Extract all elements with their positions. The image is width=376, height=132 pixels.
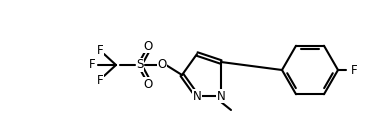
Text: F: F [97, 74, 103, 86]
Text: N: N [193, 89, 202, 103]
Text: N: N [217, 89, 225, 103]
Text: O: O [143, 39, 153, 53]
Text: F: F [351, 63, 358, 77]
Text: S: S [136, 58, 144, 72]
Text: O: O [143, 77, 153, 91]
Text: F: F [97, 44, 103, 56]
Text: F: F [89, 58, 95, 72]
Text: O: O [158, 58, 167, 72]
